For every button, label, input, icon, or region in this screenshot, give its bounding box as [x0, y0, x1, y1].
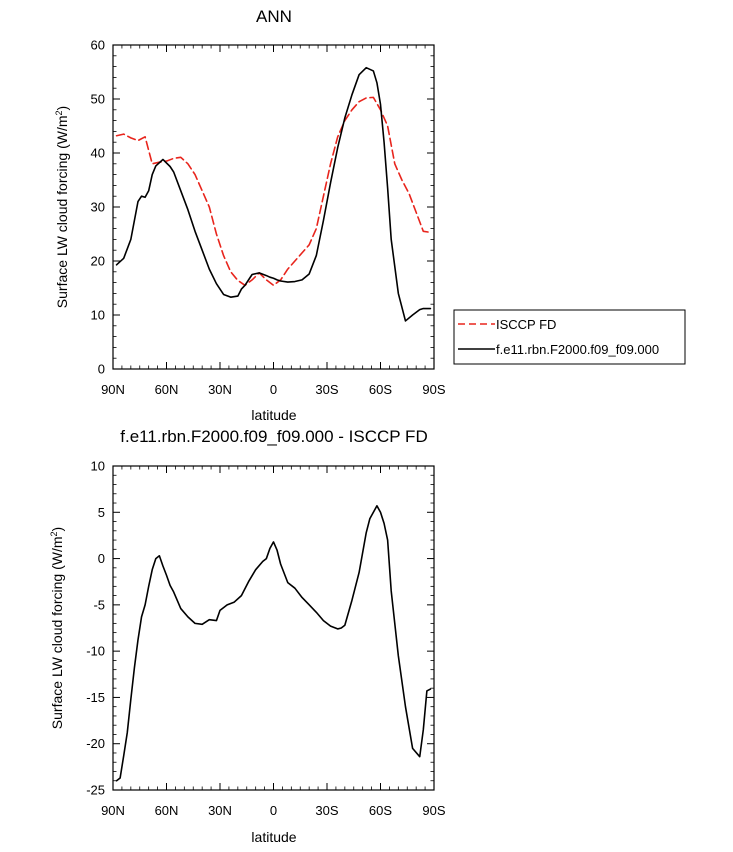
top-x-tick-label: 0 [270, 382, 277, 397]
bottom-y-tick-label: -20 [86, 736, 105, 751]
top-y-tick-label: 60 [91, 38, 105, 53]
top-x-tick-label: 30N [208, 382, 232, 397]
bottom-y-axis-label: Surface LW cloud forcing (W/m2) [49, 527, 65, 729]
bottom-y-tick-label: -15 [86, 690, 105, 705]
legend: ISCCP FD f.e11.rbn.F2000.f09_f09.000 [453, 309, 686, 365]
bottom-y-axis-label-superscript: 2 [49, 531, 59, 536]
bottom-x-tick-label: 30S [315, 803, 338, 818]
bottom-x-tick-label: 60S [369, 803, 392, 818]
top-series-line-0 [115, 96, 432, 287]
legend-box [453, 309, 686, 365]
top-y-tick-label: 0 [98, 362, 105, 377]
top-series-line-1 [115, 66, 432, 322]
top-y-tick-label: 40 [91, 146, 105, 161]
top-y-ticks: 0 10 20 30 40 50 60 [91, 38, 434, 377]
bottom-panel: f.e11.rbn.F2000.f09_f09.000 - ISCCP FD -… [49, 427, 446, 845]
bottom-x-tick-label: 90N [101, 803, 125, 818]
top-y-axis-label-main: Surface LW cloud forcing (W/m [54, 116, 70, 309]
top-y-axis-label: Surface LW cloud forcing (W/m2) [54, 106, 70, 308]
bottom-y-ticks: -25 -20 -15 -10 -5 0 5 10 [86, 459, 434, 798]
top-y-tick-label: 50 [91, 92, 105, 107]
bottom-x-tick-label: 30N [208, 803, 232, 818]
top-x-tick-label: 60N [155, 382, 179, 397]
bottom-series-line-0 [115, 505, 432, 782]
top-x-tick-label: 30S [315, 382, 338, 397]
bottom-y-tick-label: 10 [91, 459, 105, 474]
top-y-tick-label: 30 [91, 200, 105, 215]
top-x-axis-label: latitude [251, 407, 296, 423]
bottom-panel-title: f.e11.rbn.F2000.f09_f09.000 - ISCCP FD [120, 427, 427, 446]
legend-label-model: f.e11.rbn.F2000.f09_f09.000 [496, 342, 659, 357]
bottom-x-tick-label: 90S [422, 803, 445, 818]
bottom-y-axis-label-main: Surface LW cloud forcing (W/m [49, 537, 65, 730]
top-x-tick-label: 90N [101, 382, 125, 397]
bottom-x-ticks: 90N 60N 30N 0 30S 60S 90S [101, 466, 446, 818]
bottom-x-tick-label: 0 [270, 803, 277, 818]
top-series-layer [115, 66, 432, 322]
top-plot-frame [112, 44, 435, 370]
top-panel: ANN 0 10 20 30 40 50 60 90N 60N 30N 0 30S 60S 90S la… [54, 7, 686, 423]
top-y-tick-label: 10 [91, 308, 105, 323]
bottom-x-tick-label: 60N [155, 803, 179, 818]
top-y-tick-label: 20 [91, 254, 105, 269]
bottom-y-axis-label-close: ) [49, 527, 65, 532]
bottom-y-tick-label: -25 [86, 783, 105, 798]
top-panel-title: ANN [256, 7, 292, 26]
top-y-axis-label-superscript: 2 [54, 110, 64, 115]
bottom-series-layer [115, 505, 432, 782]
top-x-tick-label: 90S [422, 382, 445, 397]
top-y-axis-label-close: ) [54, 106, 70, 111]
legend-label-isccp: ISCCP FD [496, 317, 556, 332]
bottom-y-tick-label: 5 [98, 505, 105, 520]
top-x-ticks: 90N 60N 30N 0 30S 60S 90S [101, 45, 446, 397]
bottom-y-tick-label: -5 [93, 597, 105, 612]
bottom-y-tick-label: 0 [98, 551, 105, 566]
bottom-plot-frame [112, 465, 435, 791]
bottom-y-tick-label: -10 [86, 644, 105, 659]
bottom-x-axis-label: latitude [251, 829, 296, 845]
top-x-tick-label: 60S [369, 382, 392, 397]
